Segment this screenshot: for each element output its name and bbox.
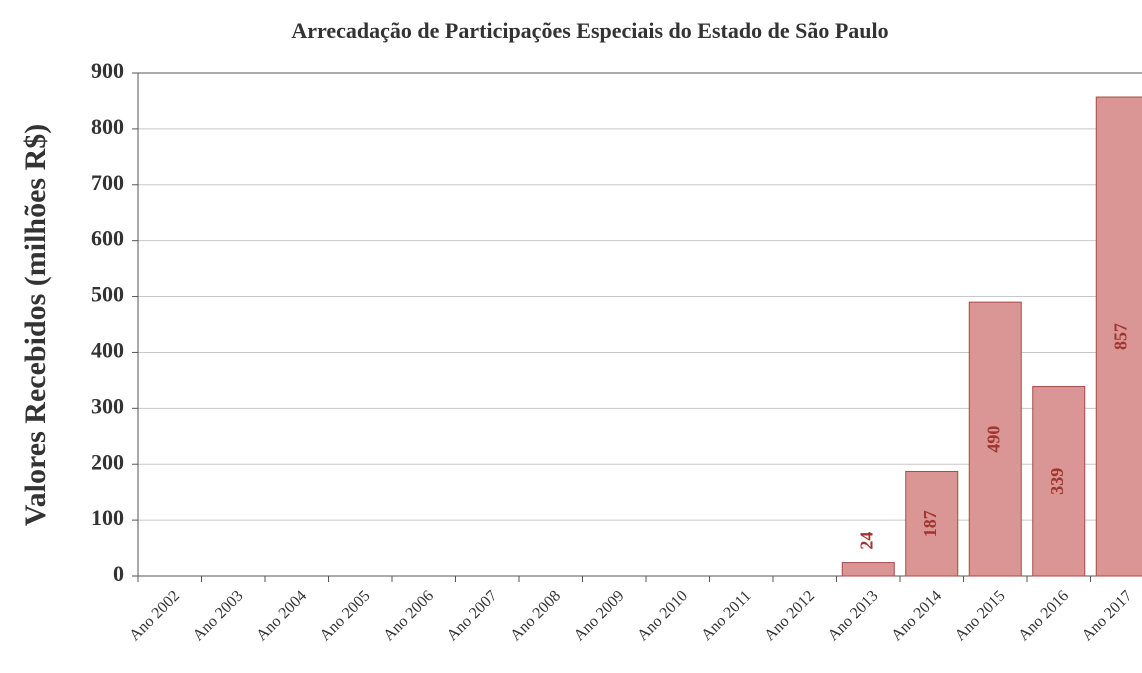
y-tick-label: 0 xyxy=(113,561,124,586)
x-tick-label: Ano 2016 xyxy=(1015,587,1072,644)
bar xyxy=(905,470,959,577)
value-label: 187 xyxy=(920,510,940,537)
x-tick-label: Ano 2014 xyxy=(888,587,945,644)
x-tick-label: Ano 2009 xyxy=(571,587,628,644)
y-tick-label: 200 xyxy=(91,449,124,474)
bar xyxy=(841,562,895,577)
x-tick-label: Ano 2005 xyxy=(317,587,374,644)
value-label: 339 xyxy=(1047,468,1067,495)
value-label: 24 xyxy=(856,532,876,550)
bar xyxy=(968,301,1022,577)
bar xyxy=(1095,96,1142,577)
y-tick-label: 800 xyxy=(91,114,124,139)
x-tick-label: Ano 2012 xyxy=(761,587,818,644)
bar xyxy=(1032,386,1086,577)
y-tick-label: 900 xyxy=(91,58,124,83)
y-tick-label: 500 xyxy=(91,282,124,307)
y-tick-label: 600 xyxy=(91,226,124,251)
y-tick-label: 700 xyxy=(91,170,124,195)
x-tick-label: Ano 2004 xyxy=(253,587,310,644)
y-tick-label: 300 xyxy=(91,393,124,418)
chart-title: Arrecadação de Participações Especiais d… xyxy=(291,18,888,43)
x-tick-label: Ano 2003 xyxy=(190,587,247,644)
value-label: 857 xyxy=(1110,323,1130,350)
y-axis-title: Valores Recebidos (milhões R$) xyxy=(19,124,52,526)
y-tick-label: 100 xyxy=(91,505,124,530)
x-tick-label: Ano 2017 xyxy=(1079,587,1136,644)
x-tick-label: Ano 2008 xyxy=(507,587,564,644)
x-tick-label: Ano 2015 xyxy=(952,587,1009,644)
x-tick-label: Ano 2011 xyxy=(698,587,755,644)
y-tick-label: 400 xyxy=(91,337,124,362)
x-tick-label: Ano 2002 xyxy=(126,587,183,644)
x-tick-label: Ano 2007 xyxy=(444,587,501,644)
x-tick-label: Ano 2006 xyxy=(380,587,437,644)
x-tick-label: Ano 2013 xyxy=(825,587,882,644)
x-tick-label: Ano 2010 xyxy=(634,587,691,644)
value-label: 490 xyxy=(983,426,1003,453)
